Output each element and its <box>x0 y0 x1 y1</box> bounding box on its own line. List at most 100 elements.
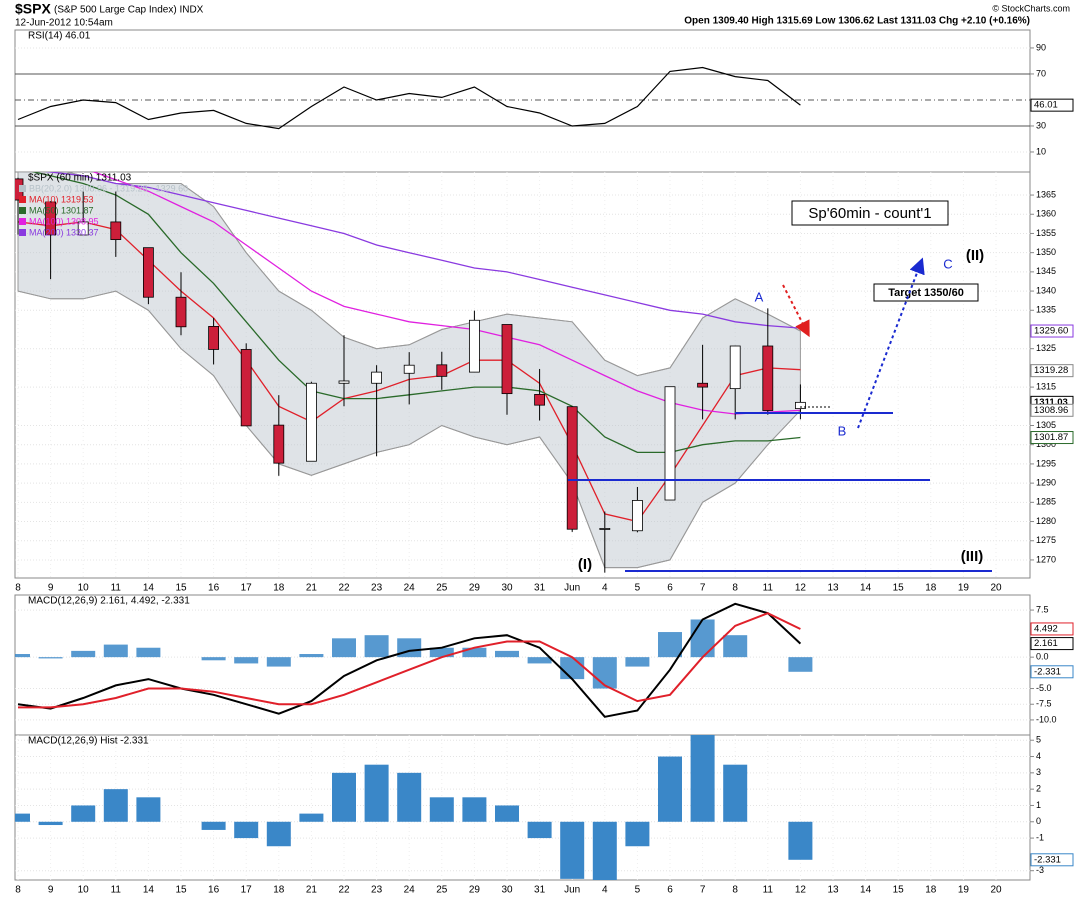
candle-body <box>729 345 741 390</box>
candle-body <box>175 296 187 328</box>
value-box-label: -2.331 <box>1034 854 1061 865</box>
y-tick-label: 0.0 <box>1036 652 1049 662</box>
y-tick-label: 30 <box>1036 120 1046 130</box>
value-box <box>1030 324 1074 338</box>
y-tick-label: 1305 <box>1036 420 1056 430</box>
moving-average <box>44 172 801 329</box>
histogram-bar <box>136 647 161 658</box>
y-tick-label: 1335 <box>1036 305 1056 315</box>
rsi-line <box>17 66 801 130</box>
x-tick-label: 14 <box>143 885 155 896</box>
legend-label: MA(200) 1330.37 <box>29 227 99 237</box>
x-tick-label: 11 <box>111 583 122 594</box>
bar <box>71 805 96 822</box>
legend-swatch <box>19 218 26 225</box>
candle-body <box>534 393 545 406</box>
macd-frame <box>14 594 1031 736</box>
legend-swatch <box>19 207 26 214</box>
annotation: (I) <box>578 556 592 573</box>
y-tick-label: 1 <box>1036 800 1041 810</box>
annotation: Target 1350/60 <box>888 287 964 299</box>
value-box-label: 1301.87 <box>1034 432 1068 443</box>
panel-title: RSI(14) 46.01 <box>28 31 91 42</box>
target-box <box>873 283 979 302</box>
x-tick-label: 22 <box>338 583 350 594</box>
y-tick-label: 1360 <box>1036 209 1056 219</box>
y-tick-label: 4 <box>1036 751 1041 761</box>
x-tick-label: 12 <box>795 583 807 594</box>
legend-swatch <box>19 196 26 203</box>
x-tick-label: 15 <box>893 885 905 896</box>
y-tick-label: 7.5 <box>1036 604 1049 614</box>
value-box <box>1030 403 1074 417</box>
value-box <box>1030 622 1074 636</box>
y-tick-label: -7.5 <box>1036 699 1052 709</box>
bar <box>15 813 30 822</box>
x-tick-label: 10 <box>78 885 90 896</box>
down-arrow <box>782 284 810 338</box>
bar <box>103 789 128 822</box>
legend-label: BB(20,2.0) 1308.96 - 1319.28 - 1329.60 <box>29 183 188 193</box>
x-tick-label: 25 <box>436 583 448 594</box>
histogram-bar <box>560 657 585 680</box>
histogram-bar <box>364 635 389 658</box>
bar <box>364 764 389 822</box>
bar <box>266 821 291 847</box>
histogram-bar <box>429 647 454 658</box>
x-tick-label: 5 <box>635 885 641 896</box>
value-box-label: 2.161 <box>1034 638 1058 649</box>
annotation: (III) <box>961 548 984 565</box>
x-tick-label: 23 <box>371 885 383 896</box>
candle-body <box>566 406 578 530</box>
annotations: Sp'60min - count'1 Target 1350/60 A B C … <box>568 200 992 573</box>
bar <box>234 821 259 839</box>
candle-body <box>142 247 154 298</box>
band-lower <box>17 290 801 569</box>
x-tick-label: 7 <box>700 885 706 896</box>
histogram-bar <box>788 657 813 672</box>
bar <box>332 772 356 822</box>
x-tick-label: 18 <box>273 885 285 896</box>
candle-body <box>762 345 774 411</box>
value-box <box>1030 665 1074 679</box>
x-tick-label: 25 <box>436 885 448 896</box>
value-box-label: 46.01 <box>1034 100 1058 111</box>
histogram-bar <box>103 644 128 658</box>
annotation: C <box>943 256 952 271</box>
candle-body <box>501 324 513 395</box>
histogram-bar <box>527 657 552 664</box>
x-tick-label: 14 <box>860 885 872 896</box>
value-box <box>1030 853 1074 867</box>
x-tick-label: 24 <box>404 583 416 594</box>
legend-label: MA(10) 1319.53 <box>29 194 94 204</box>
x-tick-label: 11 <box>763 583 774 594</box>
value-box-label: 1311.03 <box>1034 397 1068 408</box>
bar <box>723 764 748 822</box>
value-box-label: 4.492 <box>1034 623 1058 634</box>
x-tick-label: 15 <box>175 885 187 896</box>
histogram-bar <box>15 654 30 658</box>
x-tick-label: 23 <box>371 583 383 594</box>
value-box-label: 1319.28 <box>1034 365 1068 376</box>
price-frame <box>14 171 1031 579</box>
series-line <box>17 602 802 718</box>
annotation: Sp'60min - count'1 <box>808 205 931 222</box>
candle-body <box>403 364 415 374</box>
panel-title: MACD(12,26,9) 2.161, 4.492, -2.331 <box>28 596 190 607</box>
y-tick-label: 1355 <box>1036 228 1056 238</box>
x-tick-label: 4 <box>602 583 608 594</box>
x-tick-label: 18 <box>925 583 937 594</box>
histogram-bar <box>658 632 682 658</box>
x-tick-label: 14 <box>860 583 872 594</box>
x-tick-label: 13 <box>827 885 839 896</box>
x-tick-label: 20 <box>990 885 1002 896</box>
legend-label: MA(50) 1301.87 <box>29 205 94 215</box>
y-tick-label: 10 <box>1036 146 1046 156</box>
y-tick-label: 1340 <box>1036 285 1056 295</box>
x-tick-label: 16 <box>208 885 220 896</box>
bar <box>38 821 63 826</box>
y-tick-label: 0 <box>1036 816 1041 826</box>
histogram-bar <box>690 619 715 658</box>
value-box-label: -2.331 <box>1034 666 1061 677</box>
